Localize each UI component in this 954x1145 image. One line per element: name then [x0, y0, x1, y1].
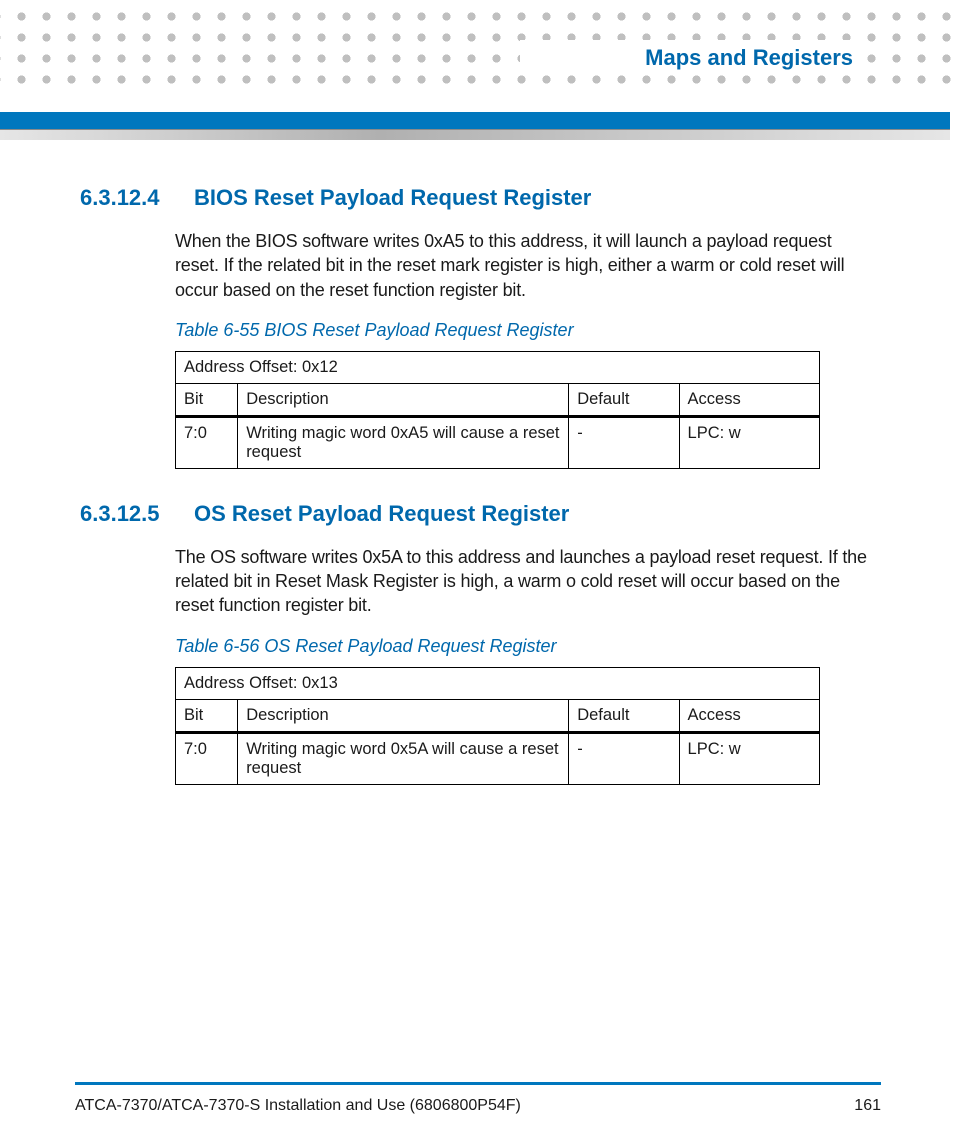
table-row: 7:0 Writing magic word 0x5A will cause a… [176, 732, 820, 784]
section-title: OS Reset Payload Request Register [194, 501, 569, 527]
register-table: Address Offset: 0x13 Bit Description Def… [175, 667, 820, 785]
footer-rule [75, 1082, 881, 1085]
col-description: Description [238, 383, 569, 416]
section-number: 6.3.12.5 [80, 501, 172, 527]
section-number: 6.3.12.4 [80, 185, 172, 211]
col-default: Default [569, 383, 679, 416]
col-bit: Bit [176, 383, 238, 416]
table-caption: Table 6-56 OS Reset Payload Request Regi… [175, 636, 880, 657]
section-heading: 6.3.12.4 BIOS Reset Payload Request Regi… [80, 185, 880, 211]
section-body: The OS software writes 0x5A to this addr… [175, 545, 880, 618]
cell-description: Writing magic word 0x5A will cause a res… [238, 732, 569, 784]
col-default: Default [569, 699, 679, 732]
table-row: 7:0 Writing magic word 0xA5 will cause a… [176, 416, 820, 468]
table-row: Address Offset: 0x13 [176, 667, 820, 699]
footer: ATCA-7370/ATCA-7370-S Installation and U… [75, 1097, 881, 1115]
section-os-reset: 6.3.12.5 OS Reset Payload Request Regist… [80, 501, 880, 785]
col-access: Access [679, 699, 819, 732]
cell-access: LPC: w [679, 416, 819, 468]
section-body: When the BIOS software writes 0xA5 to th… [175, 229, 880, 302]
cell-description: Writing magic word 0xA5 will cause a res… [238, 416, 569, 468]
col-description: Description [238, 699, 569, 732]
register-table: Address Offset: 0x12 Bit Description Def… [175, 351, 820, 469]
table-row: Address Offset: 0x12 [176, 351, 820, 383]
table-row: Bit Description Default Access [176, 383, 820, 416]
col-bit: Bit [176, 699, 238, 732]
chapter-title: Maps and Registers [639, 45, 859, 71]
page: Maps and Registers 6.3.12.4 BIOS Reset P… [0, 0, 954, 1145]
section-title: BIOS Reset Payload Request Register [194, 185, 591, 211]
address-offset: Address Offset: 0x12 [176, 351, 820, 383]
section-heading: 6.3.12.5 OS Reset Payload Request Regist… [80, 501, 880, 527]
content: 6.3.12.4 BIOS Reset Payload Request Regi… [80, 185, 880, 817]
col-access: Access [679, 383, 819, 416]
cell-bit: 7:0 [176, 732, 238, 784]
cell-bit: 7:0 [176, 416, 238, 468]
cell-access: LPC: w [679, 732, 819, 784]
table-caption: Table 6-55 BIOS Reset Payload Request Re… [175, 320, 880, 341]
header-gradient [0, 130, 950, 140]
table-row: Bit Description Default Access [176, 699, 820, 732]
footer-doc-title: ATCA-7370/ATCA-7370-S Installation and U… [75, 1097, 521, 1115]
cell-default: - [569, 416, 679, 468]
section-bios-reset: 6.3.12.4 BIOS Reset Payload Request Regi… [80, 185, 880, 469]
address-offset: Address Offset: 0x13 [176, 667, 820, 699]
footer-page-number: 161 [854, 1097, 881, 1115]
header-bar [0, 112, 950, 130]
cell-default: - [569, 732, 679, 784]
